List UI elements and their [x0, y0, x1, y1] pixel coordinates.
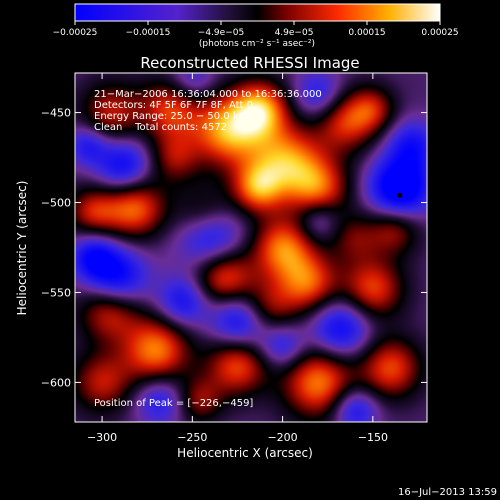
colorbar-tick-label: −0.00025 [53, 28, 98, 38]
colorbar-tick-label: 4.9e−05 [275, 28, 314, 38]
colorbar-ticks: −0.00025 −0.00015 −4.9e−05 4.9e−05 0.00015 0.… [53, 21, 459, 38]
annotation-peak-position: Position of Peak = [−226,−459] [94, 398, 253, 409]
heatmap-image [75, 73, 427, 422]
x-axis-ticks: −300 −250 −200 −150 [87, 73, 388, 444]
y-tick-label: −500 [41, 197, 71, 210]
peak-marker-dot [397, 192, 403, 198]
annotation-time-range: 21−Mar−2006 16:36:04.000 to 16:36:36.000 [94, 89, 322, 100]
plot-area: −300 −250 −200 −150 −450 −500 −550 −600 [41, 72, 428, 444]
annotation-detectors: Detectors: 4F 5F 6F 7F 8F, Att 0 [94, 100, 253, 111]
colorbar-tick-label: −4.9e−05 [198, 28, 244, 38]
x-tick-label: −150 [358, 431, 388, 444]
y-axis-ticks: −450 −500 −550 −600 [41, 107, 427, 389]
colorbar: −0.00025 −0.00015 −4.9e−05 4.9e−05 0.00015 0.… [53, 3, 459, 49]
colorbar-scale [74, 3, 441, 22]
y-tick-label: −450 [41, 107, 71, 120]
x-tick-label: −250 [177, 431, 207, 444]
colorbar-tick-label: 0.00015 [348, 28, 385, 38]
x-axis-label: Heliocentric X (arcsec) [177, 446, 313, 460]
colorbar-tick-label: −0.00015 [126, 28, 171, 38]
annotation-block: 21−Mar−2006 16:36:04.000 to 16:36:36.000… [94, 89, 322, 409]
annotation-energy-range: Energy Range: 25.0 − 50.0 keV [94, 111, 251, 122]
y-tick-label: −550 [41, 286, 71, 299]
y-axis-label: Heliocentric Y (arcsec) [15, 181, 29, 316]
x-tick-label: −300 [87, 431, 117, 444]
plot-frame [74, 72, 428, 423]
x-tick-label: −200 [267, 431, 297, 444]
y-tick-label: −600 [41, 376, 71, 389]
footer-timestamp: 16−Jul−2013 13:59 [398, 487, 497, 498]
annotation-total-counts: Clean Total counts: 4572 [94, 122, 227, 133]
chart-title: Reconstructed RHESSI Image [140, 54, 359, 72]
colorbar-units-label: (photons cm⁻² s⁻¹ asec⁻²) [199, 39, 315, 49]
colorbar-tick-label: 0.00025 [421, 28, 458, 38]
